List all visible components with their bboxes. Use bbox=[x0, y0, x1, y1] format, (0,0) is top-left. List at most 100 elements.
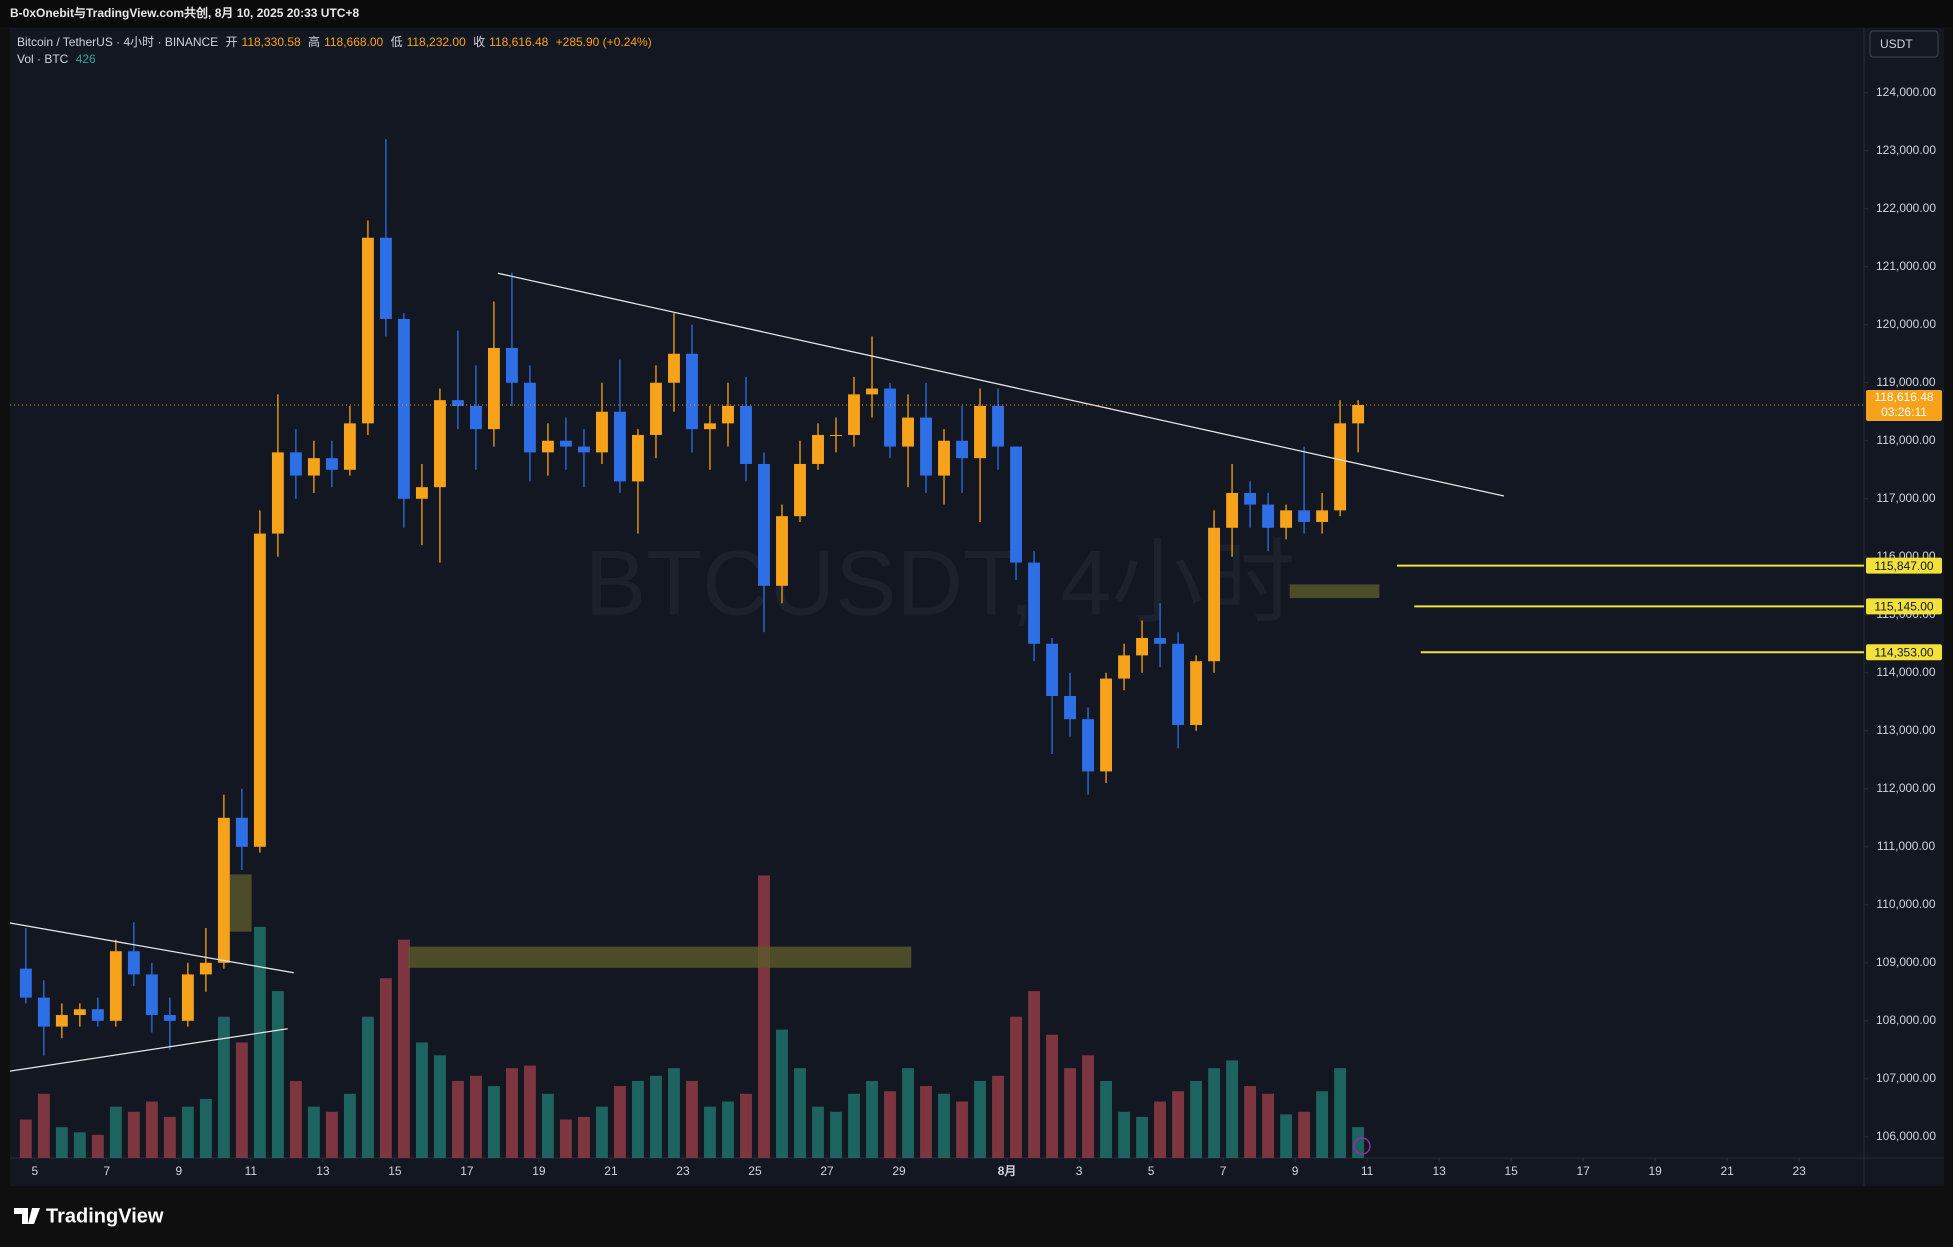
candle-body bbox=[632, 434, 644, 482]
y-tick-label: 114,000.00 bbox=[1876, 665, 1935, 679]
x-tick-label: 19 bbox=[1648, 1164, 1662, 1178]
x-tick-label: 9 bbox=[1292, 1164, 1299, 1178]
volume-bar bbox=[379, 978, 392, 1158]
ohlc-name: 收 bbox=[473, 35, 486, 49]
candle-body bbox=[596, 411, 608, 453]
candle-body bbox=[109, 951, 122, 1021]
x-tick-label: 9 bbox=[176, 1164, 183, 1178]
legend-row: Bitcoin / TetherUS · 4小时 · BINANCE 开 118,… bbox=[17, 34, 656, 51]
countdown: 03:26:11 bbox=[1881, 405, 1927, 419]
volume-bar bbox=[686, 1080, 698, 1158]
level-label: 115,145.00 bbox=[1874, 600, 1933, 614]
volume-bar bbox=[343, 1093, 356, 1158]
watermark: BTCUSDT, 4小时 bbox=[585, 532, 1296, 634]
volume-bar bbox=[668, 1068, 680, 1158]
caption: B-0xOnebit与TradingView.com共创, 8月 10, 202… bbox=[10, 5, 359, 20]
y-tick-label: 118,000.00 bbox=[1876, 433, 1935, 447]
candle-body bbox=[1226, 492, 1239, 528]
volume-bar bbox=[1262, 1093, 1275, 1158]
candle-body bbox=[578, 446, 590, 453]
legend: Bitcoin / TetherUS · 4小时 · BINANCE 开 118,… bbox=[17, 34, 656, 68]
volume-bar bbox=[1028, 991, 1040, 1158]
candle-body bbox=[614, 411, 626, 482]
y-tick-label: 108,000.00 bbox=[1876, 1013, 1936, 1027]
candle-body bbox=[73, 1009, 86, 1016]
volume-bar bbox=[361, 1016, 374, 1158]
candle-body bbox=[325, 458, 338, 470]
volume-bar bbox=[596, 1106, 608, 1158]
volume-bar bbox=[1082, 1055, 1094, 1158]
volume-bar bbox=[127, 1111, 140, 1158]
y-tick-label: 112,000.00 bbox=[1876, 781, 1935, 795]
y-tick-label: 124,000.00 bbox=[1876, 85, 1936, 99]
candle-body bbox=[1100, 678, 1112, 772]
x-tick-label: 25 bbox=[748, 1164, 762, 1178]
candle-body bbox=[1028, 562, 1040, 644]
x-tick-label: 21 bbox=[1720, 1164, 1734, 1178]
candle-body bbox=[1046, 643, 1058, 696]
candle-body bbox=[830, 434, 842, 436]
x-tick-label: 5 bbox=[1148, 1164, 1155, 1178]
volume-bar bbox=[523, 1065, 536, 1158]
candle-body bbox=[487, 347, 500, 430]
volume-bar bbox=[1118, 1111, 1130, 1158]
y-tick-label: 122,000.00 bbox=[1876, 201, 1936, 215]
candle-body bbox=[848, 394, 860, 435]
volume-bar bbox=[235, 1042, 248, 1158]
volume-bar bbox=[992, 1075, 1004, 1158]
x-tick-label: 11 bbox=[245, 1164, 258, 1178]
volume-bar bbox=[1190, 1080, 1203, 1158]
candle-body bbox=[1136, 637, 1149, 656]
candle-body bbox=[55, 1015, 68, 1027]
candle-body bbox=[1244, 492, 1257, 505]
candle-body bbox=[1316, 510, 1329, 522]
candle-body bbox=[704, 423, 716, 430]
x-tick-label: 19 bbox=[532, 1164, 546, 1178]
candle-body bbox=[451, 400, 464, 406]
currency-button[interactable] bbox=[1869, 30, 1939, 58]
level-tag bbox=[1866, 644, 1942, 661]
candle-body bbox=[271, 452, 284, 534]
volume-bar bbox=[920, 1086, 932, 1158]
candle-body bbox=[523, 382, 536, 453]
volume-bar bbox=[199, 1098, 212, 1158]
volume-bar bbox=[722, 1101, 734, 1158]
candle-body bbox=[956, 440, 968, 459]
y-tick-label: 107,000.00 bbox=[1876, 1071, 1936, 1085]
alert-icon[interactable] bbox=[1353, 1137, 1371, 1155]
volume-bar bbox=[578, 1116, 590, 1158]
zone bbox=[408, 946, 912, 968]
trendline bbox=[497, 272, 1505, 497]
candle-body bbox=[668, 353, 680, 383]
candle-body bbox=[650, 382, 662, 435]
volume-bar bbox=[1046, 1034, 1058, 1158]
level-tag bbox=[1866, 598, 1942, 615]
candle-body bbox=[307, 458, 320, 476]
candle-body bbox=[379, 237, 392, 319]
volume-bar bbox=[451, 1080, 464, 1158]
candle-body bbox=[1262, 504, 1275, 528]
volume-bar bbox=[1298, 1111, 1311, 1158]
price-tag bbox=[1866, 390, 1942, 422]
volume-bar bbox=[1154, 1101, 1167, 1158]
ohlc-name: 高 bbox=[308, 35, 321, 49]
y-tick-label: 111,000.00 bbox=[1877, 839, 1936, 853]
change: +285.90 (+0.24%) bbox=[555, 35, 652, 49]
candle-body bbox=[343, 423, 356, 470]
candle-body bbox=[1298, 510, 1311, 522]
volume-bar bbox=[1226, 1060, 1239, 1158]
currency-label[interactable]: USDT bbox=[1880, 37, 1913, 51]
candle-body bbox=[1334, 423, 1347, 511]
volume-bar bbox=[1316, 1091, 1329, 1158]
volume-bar bbox=[469, 1075, 482, 1158]
volume-bar bbox=[542, 1093, 554, 1158]
level-tag bbox=[1866, 557, 1942, 574]
volume-bar bbox=[866, 1080, 878, 1158]
level-label: 115,847.00 bbox=[1874, 559, 1933, 573]
ohlc-name: 开 bbox=[225, 35, 238, 49]
candle-body bbox=[199, 962, 212, 975]
volume-title: Vol · BTC bbox=[17, 52, 69, 66]
x-tick-label: 23 bbox=[1793, 1164, 1807, 1178]
candle-body bbox=[992, 405, 1004, 447]
